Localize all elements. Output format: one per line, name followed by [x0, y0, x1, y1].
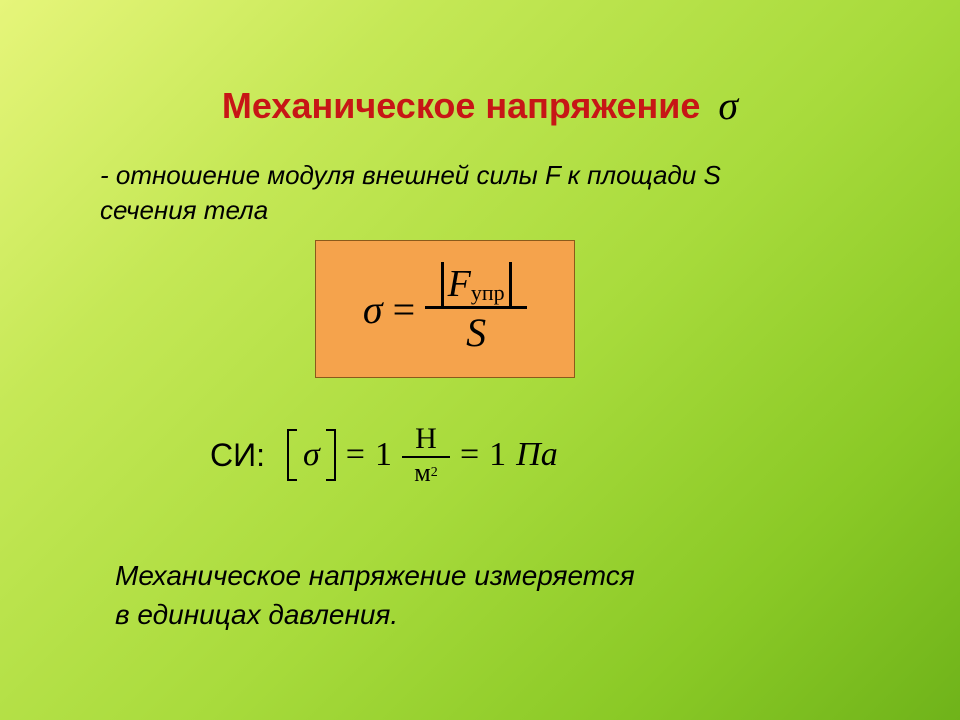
note-line-1: Механическое напряжение измеряется	[115, 556, 635, 595]
bracket-left	[287, 429, 297, 481]
definition-text: - отношение модуля внешней силы F к площ…	[100, 158, 721, 228]
si-fraction: Н м2	[402, 422, 450, 488]
si-brackets: σ	[287, 429, 336, 481]
si-frac-num: Н	[415, 422, 437, 456]
si-pa: Па	[516, 436, 558, 474]
definition-line-1: - отношение модуля внешней силы F к площ…	[100, 158, 721, 193]
si-eq1: =	[346, 436, 365, 474]
si-one2: 1	[489, 436, 506, 474]
formula-sigma: σ	[363, 286, 383, 333]
sigma-symbol-title: σ	[718, 82, 738, 129]
formula-var-F: Fупр	[444, 262, 509, 306]
si-label: СИ:	[210, 437, 265, 474]
formula-numerator: Fупр	[441, 262, 512, 306]
note-text: Механическое напряжение измеряется в еди…	[115, 556, 635, 634]
bracket-right	[326, 429, 336, 481]
si-sigma: σ	[297, 436, 326, 474]
formula-fraction: Fупр S	[425, 262, 527, 356]
formula-inner: σ = Fупр S	[363, 262, 527, 356]
note-line-2: в единицах давления.	[115, 595, 635, 634]
si-row: СИ: σ = 1 Н м2 = 1 Па	[210, 422, 558, 488]
definition-line-2: сечения тела	[100, 193, 721, 228]
si-eq2: =	[460, 436, 479, 474]
formula-equals: =	[393, 286, 416, 333]
abs-bar-right	[509, 262, 512, 306]
si-math: σ = 1 Н м2 = 1 Па	[287, 422, 558, 488]
si-frac-den: м2	[414, 458, 437, 488]
formula-denominator: S	[466, 309, 486, 356]
si-frac-den-base: м	[414, 458, 430, 488]
abs-wrap: Fупр	[441, 262, 512, 306]
formula-var-F-sub: упр	[471, 280, 505, 305]
page-title: Механическое напряжение	[222, 85, 700, 127]
si-frac-den-exp: 2	[431, 465, 438, 481]
si-one1: 1	[375, 436, 392, 474]
title-row: Механическое напряжение σ	[0, 82, 960, 129]
formula-var-F-letter: F	[448, 263, 471, 305]
formula-box: σ = Fупр S	[315, 240, 575, 378]
